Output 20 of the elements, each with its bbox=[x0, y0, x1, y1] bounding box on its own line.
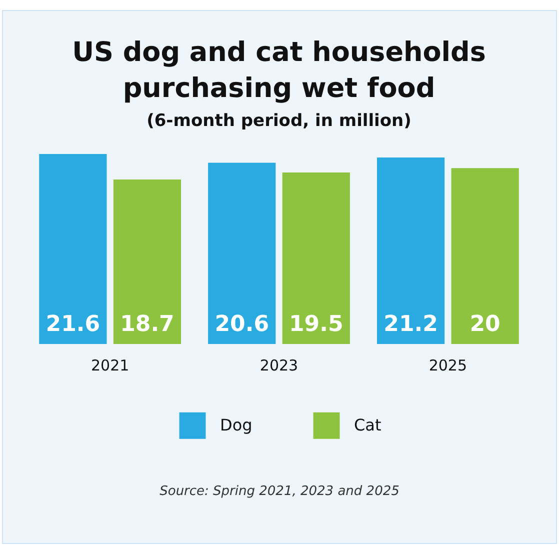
chart-title: US dog and cat households purchasing wet food bbox=[72, 37, 486, 104]
chart-subtitle: (6-month period, in million) bbox=[146, 111, 412, 131]
legend-label: Cat bbox=[354, 416, 382, 435]
data-label: 20 bbox=[470, 312, 500, 337]
bar bbox=[451, 168, 519, 344]
bar bbox=[39, 154, 107, 344]
x-tick-label: 2021 bbox=[90, 356, 130, 374]
data-label: 21.2 bbox=[384, 312, 438, 337]
bar bbox=[376, 158, 445, 344]
bar bbox=[113, 180, 182, 344]
source-note: Source: Spring 2021, 2023 and 2025 bbox=[158, 483, 400, 501]
legend-label: Dog bbox=[220, 416, 252, 435]
data-label: 18.7 bbox=[120, 312, 174, 337]
x-tick-label: 2025 bbox=[428, 356, 468, 374]
data-label: 20.6 bbox=[214, 312, 269, 337]
bar bbox=[208, 162, 276, 344]
x-tick-label: 2023 bbox=[260, 356, 298, 374]
bar bbox=[282, 172, 350, 344]
data-label: 19.5 bbox=[289, 312, 344, 337]
data-label: 21.6 bbox=[46, 312, 100, 337]
